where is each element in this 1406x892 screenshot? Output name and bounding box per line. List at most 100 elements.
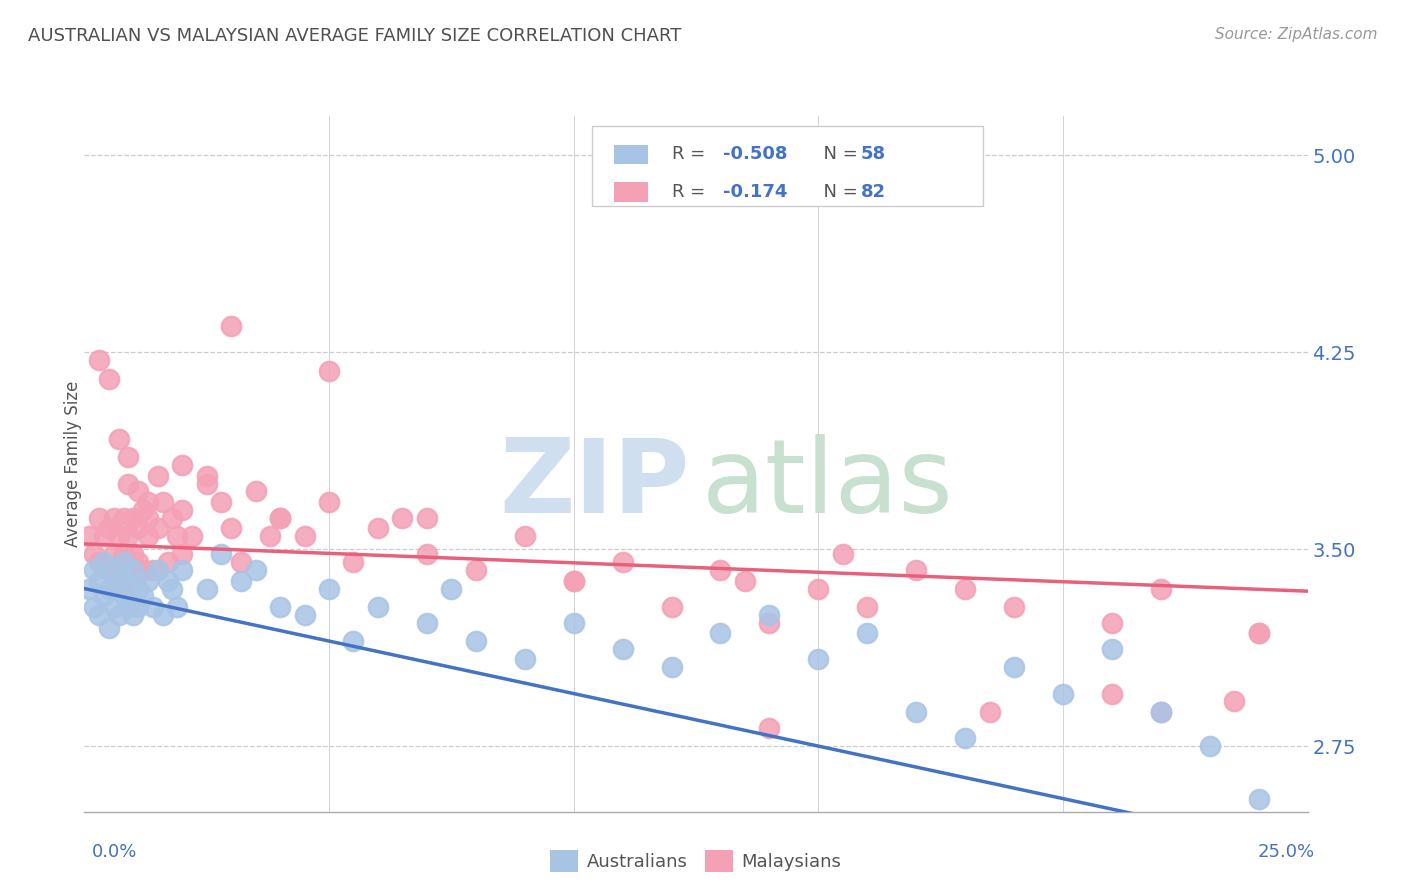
Point <box>162 582 184 596</box>
Point <box>127 582 149 596</box>
Text: 82: 82 <box>860 183 886 201</box>
Point <box>953 731 976 746</box>
Point <box>77 529 100 543</box>
Point <box>172 503 194 517</box>
Point <box>562 615 585 630</box>
Point <box>905 705 928 719</box>
Point <box>83 599 105 614</box>
Point <box>219 521 242 535</box>
Point <box>209 495 232 509</box>
Point <box>464 563 486 577</box>
Point <box>146 521 169 535</box>
Point <box>97 371 120 385</box>
Point <box>127 521 149 535</box>
FancyBboxPatch shape <box>592 127 983 206</box>
Point <box>318 495 340 509</box>
Point <box>1198 739 1220 753</box>
FancyBboxPatch shape <box>614 182 648 202</box>
Point <box>416 510 439 524</box>
Point <box>229 574 252 588</box>
Point <box>107 432 129 446</box>
Point <box>709 626 731 640</box>
Point <box>172 563 194 577</box>
Point <box>127 484 149 499</box>
Point <box>122 510 145 524</box>
Point <box>342 634 364 648</box>
Point <box>103 510 125 524</box>
Point <box>734 574 756 588</box>
Point <box>136 495 159 509</box>
Point <box>97 563 120 577</box>
Point <box>758 607 780 622</box>
Point <box>83 548 105 562</box>
Text: 58: 58 <box>860 145 886 163</box>
Text: 0.0%: 0.0% <box>91 843 136 861</box>
Point <box>709 563 731 577</box>
Point <box>152 495 174 509</box>
Point <box>136 574 159 588</box>
Text: R =: R = <box>672 183 710 201</box>
Point <box>367 599 389 614</box>
Text: atlas: atlas <box>702 434 953 535</box>
Point <box>1002 599 1025 614</box>
Point <box>97 621 120 635</box>
Point <box>661 599 683 614</box>
Point <box>166 599 188 614</box>
Point <box>1150 582 1173 596</box>
Point <box>162 510 184 524</box>
Text: Source: ZipAtlas.com: Source: ZipAtlas.com <box>1215 27 1378 42</box>
Point <box>195 476 218 491</box>
Point <box>856 599 879 614</box>
Point <box>146 468 169 483</box>
Point <box>269 599 291 614</box>
Point <box>146 563 169 577</box>
Point <box>661 660 683 674</box>
Point <box>166 529 188 543</box>
Point <box>132 503 155 517</box>
Text: -0.174: -0.174 <box>723 183 787 201</box>
Text: ZIP: ZIP <box>499 434 690 535</box>
Point <box>122 548 145 562</box>
Point <box>856 626 879 640</box>
Text: -0.508: -0.508 <box>723 145 787 163</box>
Point <box>87 555 110 569</box>
Point <box>107 529 129 543</box>
Text: N =: N = <box>813 183 863 201</box>
Point <box>172 548 194 562</box>
Point <box>117 599 139 614</box>
Point <box>245 563 267 577</box>
Point <box>195 468 218 483</box>
Point <box>142 599 165 614</box>
FancyBboxPatch shape <box>614 145 648 164</box>
Point <box>103 599 125 614</box>
Point <box>97 582 120 596</box>
Point <box>181 529 204 543</box>
Point <box>112 548 135 562</box>
Point <box>269 510 291 524</box>
Point <box>107 607 129 622</box>
Point <box>1101 615 1123 630</box>
Point <box>294 529 316 543</box>
Text: N =: N = <box>813 145 863 163</box>
Point <box>117 574 139 588</box>
Point <box>1150 705 1173 719</box>
Point <box>391 510 413 524</box>
Point <box>136 529 159 543</box>
Point <box>269 510 291 524</box>
Point <box>245 484 267 499</box>
Point <box>416 548 439 562</box>
Point <box>87 607 110 622</box>
Point <box>117 450 139 465</box>
Point <box>513 652 536 666</box>
Point <box>112 590 135 604</box>
Point <box>152 607 174 622</box>
Point <box>103 548 125 562</box>
Point <box>112 510 135 524</box>
Point <box>562 574 585 588</box>
Point <box>831 548 853 562</box>
Point <box>103 563 125 577</box>
Point <box>142 563 165 577</box>
Point <box>416 615 439 630</box>
Point <box>195 582 218 596</box>
Point <box>112 555 135 569</box>
